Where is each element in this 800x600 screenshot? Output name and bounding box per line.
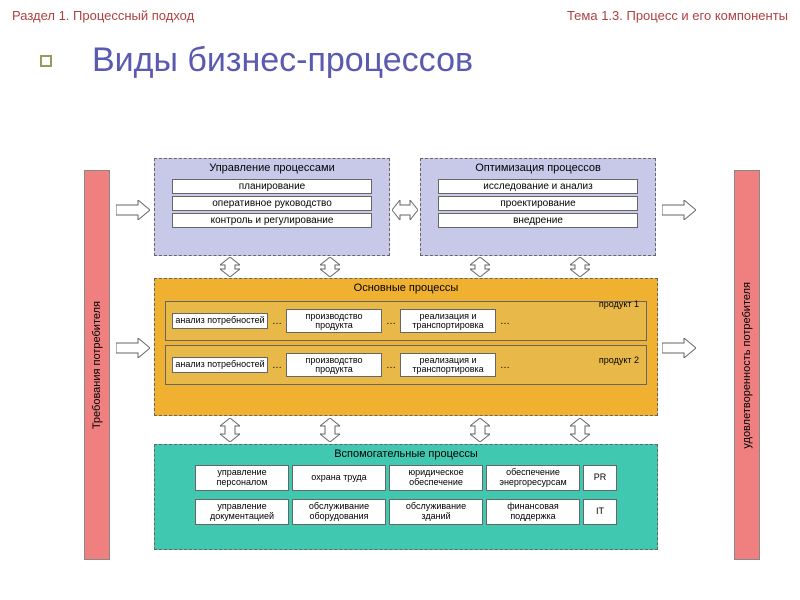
arrow-icon — [662, 200, 696, 220]
optimization-block: Оптимизация процессов исследование и ана… — [420, 158, 656, 256]
management-block: Управление процессами планирование опера… — [154, 158, 390, 256]
page-title: Виды бизнес-процессов — [92, 41, 473, 80]
dots-icon: … — [500, 316, 510, 327]
aux-item: управление персоналом — [195, 465, 289, 491]
aux-item: финансовая поддержка — [486, 499, 580, 525]
dots-icon: … — [386, 316, 396, 327]
dots-icon: … — [386, 360, 396, 371]
main-row-1: анализ потребностей … производство проду… — [165, 301, 647, 341]
double-arrow-icon — [570, 418, 590, 442]
aux-item: обеспечение энергоресурсам — [486, 465, 580, 491]
aux-title: Вспомогательные процессы — [155, 445, 657, 463]
double-arrow-icon — [470, 418, 490, 442]
bullet-icon — [40, 55, 52, 67]
main-step: производство продукта — [286, 353, 382, 378]
mgmt-item: оперативное руководство — [172, 196, 372, 211]
double-arrow-icon — [320, 418, 340, 442]
right-bar-label: удовлетворенность потребителя — [741, 282, 753, 449]
main-step: производство продукта — [286, 309, 382, 334]
main-step: анализ потребностей — [172, 313, 268, 328]
management-title: Управление процессами — [155, 159, 389, 177]
aux-item: обслуживание зданий — [389, 499, 483, 525]
optimization-title: Оптимизация процессов — [421, 159, 655, 177]
aux-row2: управление документацией обслуживание об… — [155, 497, 657, 527]
header-right: Тема 1.3. Процесс и его компоненты — [567, 8, 788, 23]
aux-item: обслуживание оборудования — [292, 499, 386, 525]
header-left: Раздел 1. Процессный подход — [12, 8, 194, 23]
opt-item: внедрение — [438, 213, 638, 228]
double-arrow-icon — [320, 257, 340, 277]
double-arrow-icon — [220, 418, 240, 442]
main-step: анализ потребностей — [172, 357, 268, 372]
mgmt-item: контроль и регулирование — [172, 213, 372, 228]
arrow-icon — [116, 200, 150, 220]
dots-icon: … — [272, 316, 282, 327]
aux-row1: управление персоналом охрана труда юриди… — [155, 463, 657, 493]
main-title: Основные процессы — [155, 279, 657, 297]
aux-block: Вспомогательные процессы управление перс… — [154, 444, 658, 550]
aux-item: IT — [583, 499, 617, 525]
aux-item: управление документацией — [195, 499, 289, 525]
title-row: Виды бизнес-процессов — [0, 31, 800, 94]
double-arrow-icon — [220, 257, 240, 277]
left-bar-label: Требования потребителя — [91, 301, 103, 429]
main-processes-block: Основные процессы продукт 1 анализ потре… — [154, 278, 658, 416]
product2-label: продукт 2 — [599, 355, 639, 365]
aux-item: PR — [583, 465, 617, 491]
opt-item: исследование и анализ — [438, 179, 638, 194]
double-arrow-icon — [470, 257, 490, 277]
main-row-2: анализ потребностей … производство проду… — [165, 345, 647, 385]
main-step: реализация и транспортировка — [400, 309, 496, 334]
arrow-icon — [662, 338, 696, 358]
opt-item: проектирование — [438, 196, 638, 211]
double-arrow-icon — [392, 200, 418, 220]
right-bar: удовлетворенность потребителя — [734, 170, 760, 560]
dots-icon: … — [500, 360, 510, 371]
aux-item: юридическое обеспечение — [389, 465, 483, 491]
dots-icon: … — [272, 360, 282, 371]
aux-item: охрана труда — [292, 465, 386, 491]
main-step: реализация и транспортировка — [400, 353, 496, 378]
arrow-icon — [116, 338, 150, 358]
product1-label: продукт 1 — [599, 299, 639, 309]
left-bar: Требования потребителя — [84, 170, 110, 560]
header: Раздел 1. Процессный подход Тема 1.3. Пр… — [0, 0, 800, 31]
mgmt-item: планирование — [172, 179, 372, 194]
double-arrow-icon — [570, 257, 590, 277]
diagram: Требования потребителя удовлетворенность… — [40, 150, 760, 580]
